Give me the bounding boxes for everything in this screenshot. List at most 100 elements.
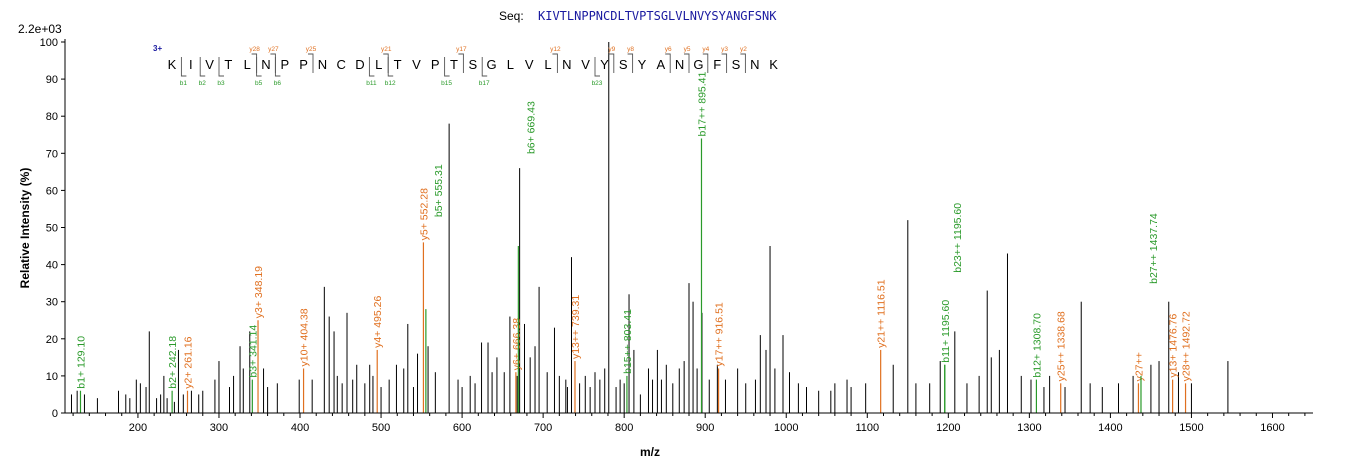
x-tick-label-4: 600 bbox=[453, 422, 471, 434]
intensity-scale-factor: 2.2e+03 bbox=[18, 22, 62, 36]
residue-8: N bbox=[318, 57, 327, 72]
residue-0: K bbox=[168, 57, 177, 72]
residue-18: L bbox=[507, 57, 514, 72]
charge-state: 3+ bbox=[153, 44, 162, 53]
x-tick-label-7: 900 bbox=[696, 422, 714, 434]
y-tick-label-7: 70 bbox=[46, 148, 58, 160]
b-ion-label-4: b6 bbox=[274, 80, 282, 87]
residue-5: N bbox=[261, 57, 270, 72]
x-tick-label-5: 700 bbox=[534, 422, 552, 434]
y-cleavage-3 bbox=[383, 53, 389, 73]
peak-label-13: b17++ 895.41 bbox=[696, 71, 708, 136]
y-cleavage-4 bbox=[458, 53, 464, 73]
peak-label-5: y10+ 404.38 bbox=[299, 308, 311, 366]
y-cleavage-12 bbox=[740, 53, 746, 73]
x-tick-label-14: 1600 bbox=[1260, 422, 1284, 434]
y-cleavage-10 bbox=[702, 53, 709, 73]
peak-label-21: b27++ 1437.74 bbox=[1148, 213, 1160, 284]
residue-25: Y bbox=[638, 57, 647, 72]
residue-14: P bbox=[431, 57, 440, 72]
y-cleavage-11 bbox=[721, 53, 728, 73]
x-tick-label-11: 1300 bbox=[1017, 422, 1041, 434]
y-cleavage-1 bbox=[270, 53, 276, 73]
y-ion-label-4: y17 bbox=[456, 46, 467, 53]
y-ion-label-1: y27 bbox=[268, 46, 279, 53]
peak-label-14: y17++ 916.51 bbox=[714, 302, 726, 366]
peak-label-1: b2+ 242.18 bbox=[167, 336, 179, 389]
y-ion-label-12: y2 bbox=[740, 46, 747, 53]
residue-23: Y bbox=[600, 57, 609, 72]
x-tick-label-1: 300 bbox=[210, 422, 228, 434]
x-tick-label-12: 1400 bbox=[1098, 422, 1122, 434]
x-tick-label-0: 200 bbox=[129, 422, 147, 434]
sequence-label: Seq: bbox=[499, 9, 524, 23]
residue-22: V bbox=[581, 57, 590, 72]
y-ion-label-7: y8 bbox=[627, 46, 634, 53]
x-axis-title: m/z bbox=[640, 445, 660, 459]
peak-label-0: b1+ 129.10 bbox=[75, 336, 87, 389]
b-cleavage-6 bbox=[387, 57, 394, 77]
b-ion-label-3: b5 bbox=[255, 80, 263, 87]
peak-label-23: y28++ 1492.72 bbox=[1181, 311, 1193, 381]
y-ion-label-9: y5 bbox=[684, 46, 691, 53]
residue-17: G bbox=[487, 57, 497, 72]
x-tick-label-2: 400 bbox=[291, 422, 309, 434]
b-ion-label-8: b17 bbox=[479, 80, 490, 87]
x-tick-label-3: 500 bbox=[372, 422, 390, 434]
y-cleavage-7 bbox=[627, 53, 634, 73]
peak-label-8: b5+ 555.31 bbox=[433, 164, 445, 217]
peak-label-18: b12+ 1308.70 bbox=[1031, 313, 1043, 378]
x-tick-label-8: 1000 bbox=[774, 422, 798, 434]
b-ion-label-6: b12 bbox=[385, 80, 396, 87]
y-cleavage-8 bbox=[665, 53, 671, 73]
residue-31: N bbox=[750, 57, 759, 72]
peak-label-16: b11+ 1195.60 bbox=[940, 300, 952, 363]
residue-1: I bbox=[189, 57, 193, 72]
peak-label-4: y3+ 348.19 bbox=[253, 266, 265, 318]
residue-21: N bbox=[562, 57, 571, 72]
residue-7: P bbox=[299, 57, 308, 72]
y-cleavage-5 bbox=[552, 53, 558, 73]
residue-29: F bbox=[713, 57, 721, 72]
b-ion-label-9: b23 bbox=[592, 80, 603, 87]
y-tick-label-6: 60 bbox=[46, 185, 58, 197]
y-tick-label-9: 90 bbox=[46, 74, 58, 86]
residue-20: L bbox=[544, 57, 551, 72]
residue-16: S bbox=[468, 57, 477, 72]
peptide-sequence: KIVTLNPPNCDLTVPTSGLVLNVYSYANGFSNK bbox=[538, 9, 777, 23]
y-tick-label-0: 0 bbox=[52, 408, 58, 420]
y-tick-label-2: 20 bbox=[46, 334, 58, 346]
y-cleavage-6 bbox=[608, 53, 615, 73]
b-cleavage-8 bbox=[481, 57, 488, 77]
peak-label-19: y25++ 1338.68 bbox=[1056, 311, 1068, 381]
residue-3: T bbox=[224, 57, 232, 72]
b-cleavage-2 bbox=[218, 57, 224, 77]
residue-27: N bbox=[675, 57, 684, 72]
residue-26: A bbox=[656, 57, 665, 72]
unassigned-peaks bbox=[70, 42, 1229, 413]
b-cleavage-0 bbox=[180, 57, 187, 77]
b-cleavage-3 bbox=[256, 57, 262, 77]
b-cleavage-5 bbox=[368, 57, 375, 77]
peak-label-3: b3+ 341.14 bbox=[247, 325, 259, 378]
y-cleavage-2 bbox=[308, 53, 314, 73]
b-cleavage-1 bbox=[199, 57, 206, 77]
y-cleavage-9 bbox=[684, 53, 690, 73]
b-ion-label-2: b3 bbox=[217, 80, 225, 87]
peak-label-20: y27++ bbox=[1133, 352, 1145, 381]
y-tick-label-4: 40 bbox=[46, 260, 58, 272]
y-ion-label-11: y3 bbox=[721, 46, 728, 53]
residue-6: P bbox=[280, 57, 289, 72]
b-ion-label-5: b11 bbox=[366, 80, 377, 87]
b-ion-label-1: b2 bbox=[199, 80, 207, 87]
peak-label-7: y5+ 552.28 bbox=[418, 188, 430, 240]
x-tick-label-10: 1200 bbox=[936, 422, 960, 434]
y-ion-label-5: y12 bbox=[550, 46, 561, 53]
peak-label-10: b6+ 669.43 bbox=[525, 101, 537, 154]
b-cleavage-9 bbox=[594, 57, 600, 77]
residue-9: C bbox=[337, 57, 346, 72]
peak-label-9: y6+ 666.38 bbox=[511, 318, 523, 370]
x-tick-label-13: 1500 bbox=[1179, 422, 1203, 434]
